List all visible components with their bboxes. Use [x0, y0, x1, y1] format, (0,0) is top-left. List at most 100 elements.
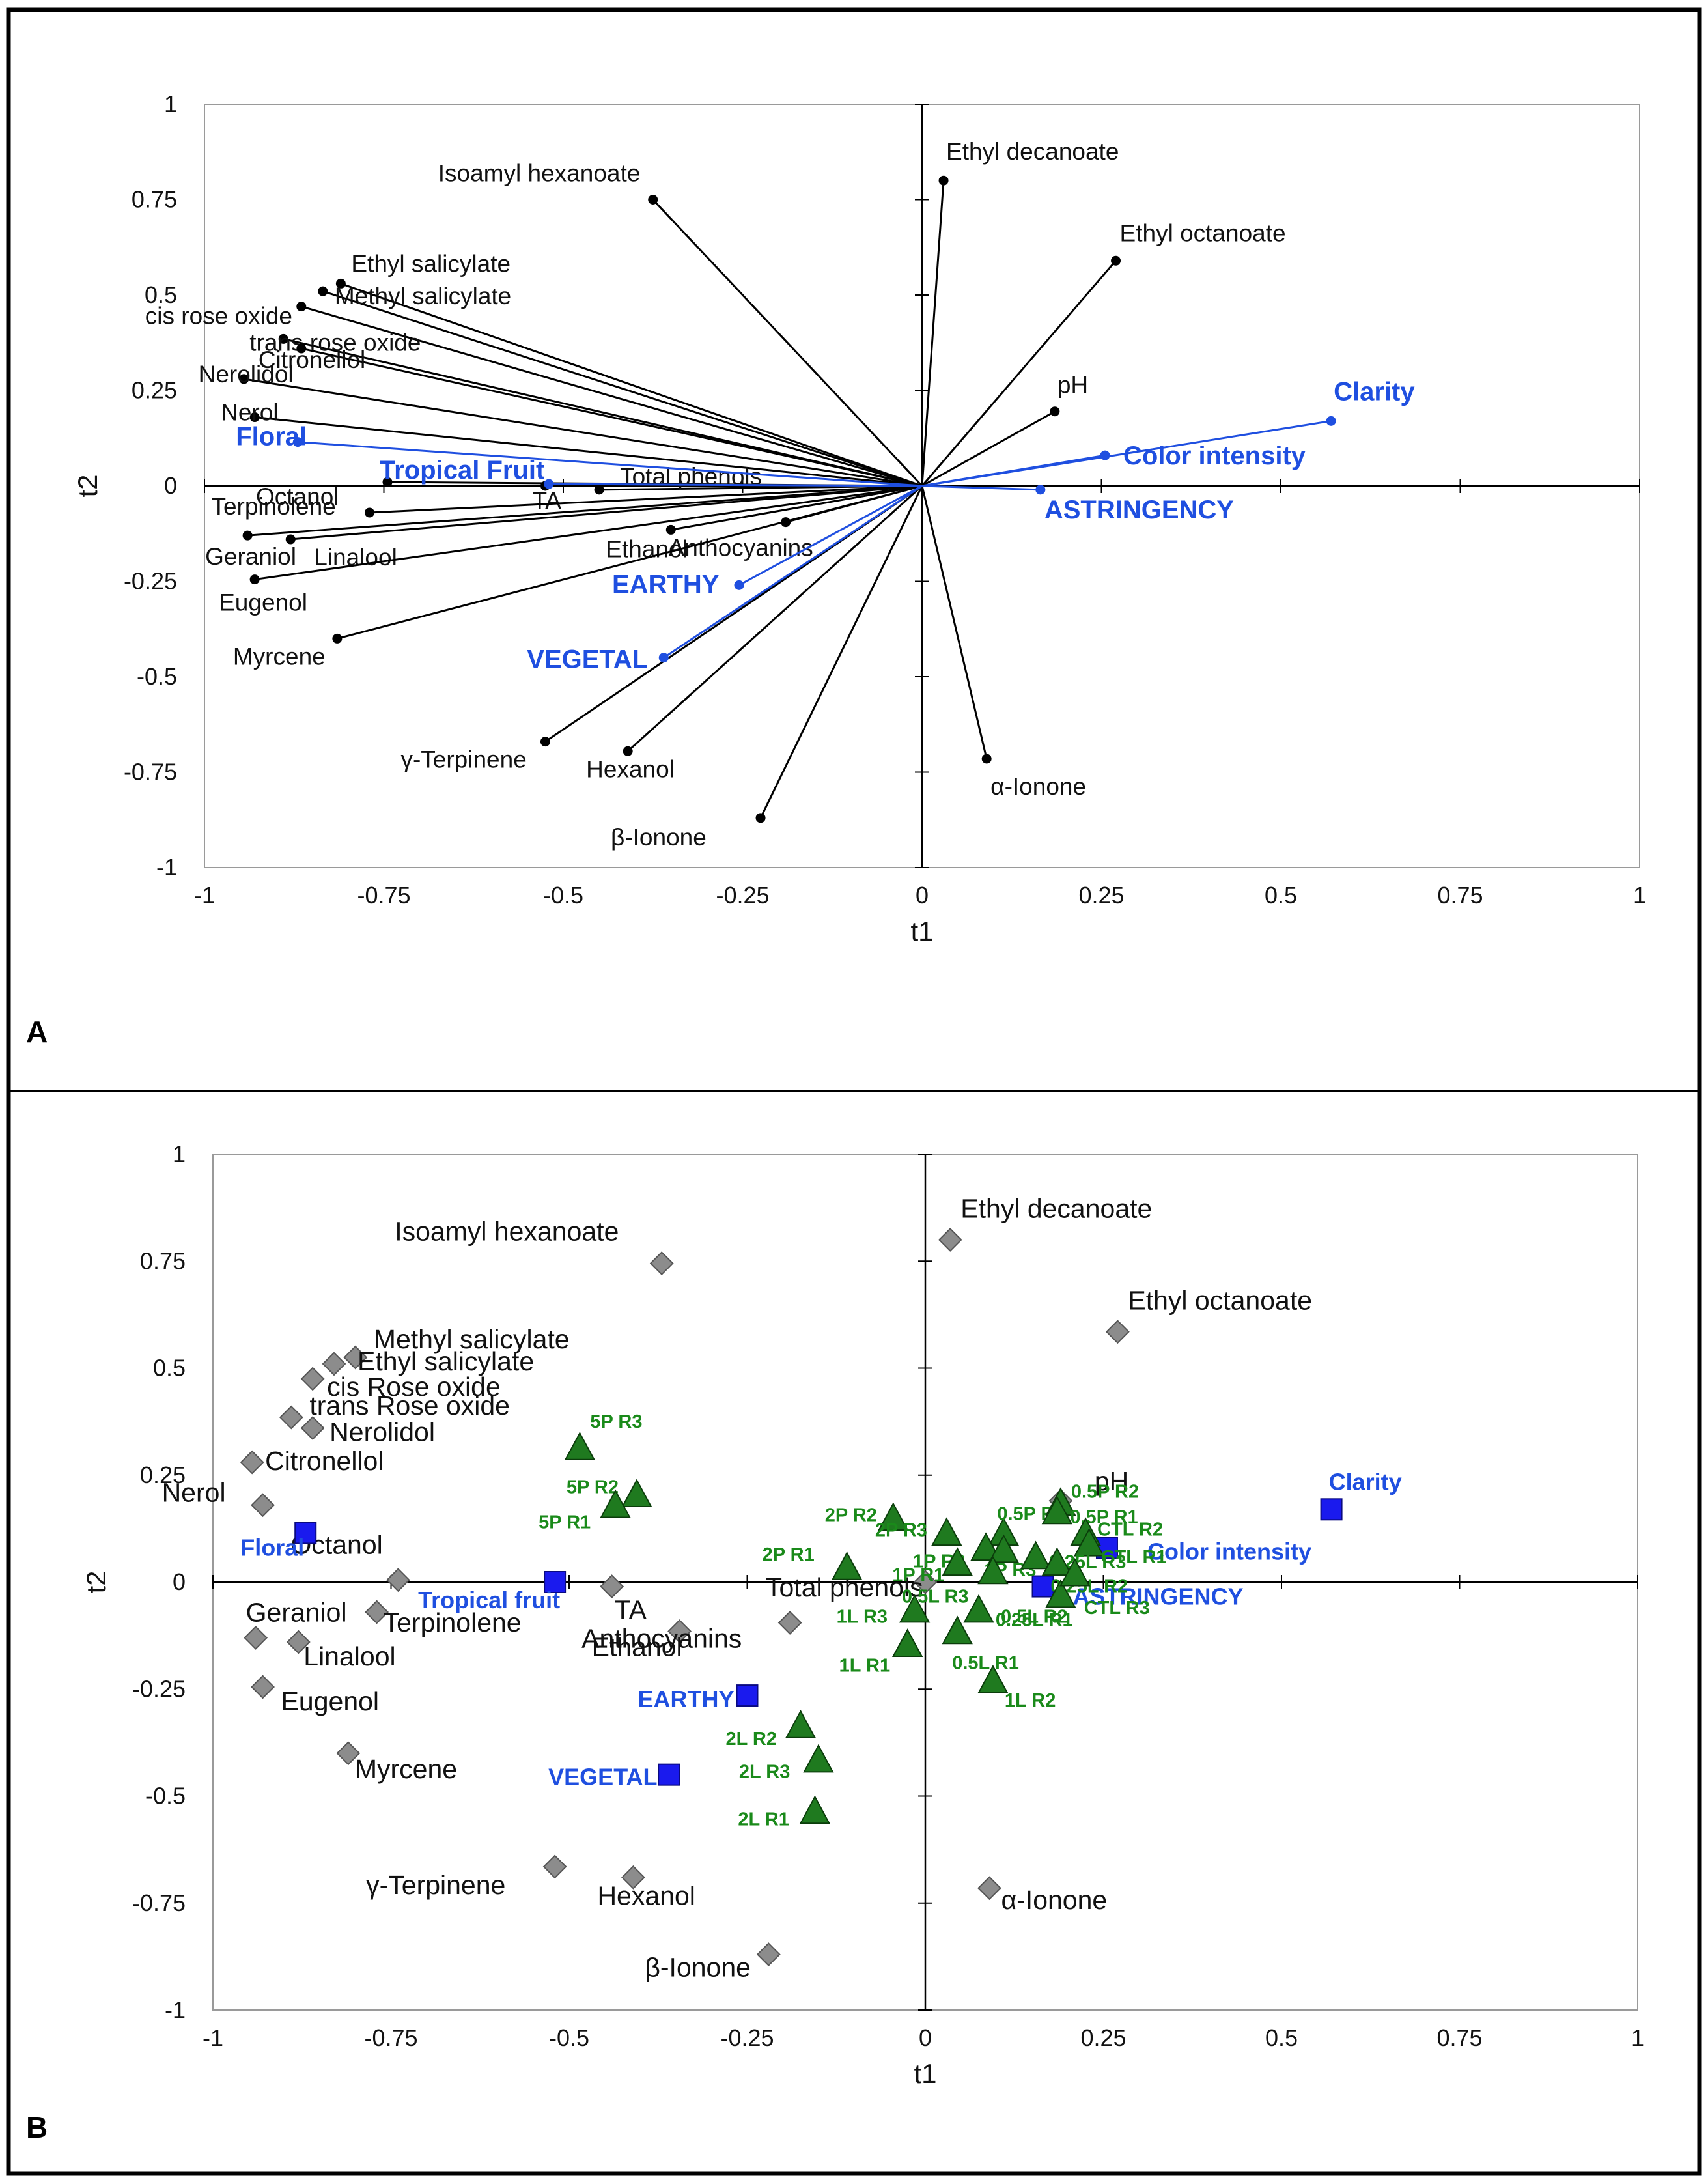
observation-label-1l-r3: 1L R3 — [837, 1607, 888, 1628]
observation-point-0-5p-r1 — [1041, 1495, 1073, 1525]
y-variable-point-floral — [292, 437, 303, 447]
x-tick-label: 0 — [919, 2024, 932, 2051]
y-variable-vector-vegetal — [663, 485, 923, 659]
x-variable-vector-hexanol — [627, 485, 923, 752]
x-variable-label-cis-rose-oxide: cis rose oxide — [145, 303, 292, 330]
x-variable-label-ethyl-octanoate: Ethyl octanoate — [1120, 220, 1286, 246]
x-variable-label-nerolidol: Nerolidol — [199, 361, 294, 388]
x-variable-point-nerolidol — [300, 1416, 325, 1440]
x-variable-point-ethyl-decanoate — [938, 1227, 962, 1252]
x-variable-point-ionone — [977, 1876, 1001, 1901]
x-variable-point-ta — [600, 1574, 624, 1598]
y-variable-label-tropical-fruit: Tropical fruit — [418, 1587, 560, 1613]
y-variable-vector-color-intensity — [921, 454, 1106, 487]
x-tick-label: 1 — [1633, 882, 1646, 909]
x-variable-label-methyl-salicylate: Methyl salicylate — [335, 283, 511, 309]
x-tick-label: -0.5 — [543, 882, 583, 909]
x-variable-label-ph: pH — [1057, 372, 1088, 399]
x-tick-label: -0.75 — [357, 882, 410, 909]
x-variable-label-myrcene: Myrcene — [233, 643, 326, 670]
observation-label-0-5p-r1: 0.5P R1 — [1070, 1507, 1138, 1528]
x-variable-point-myrcene — [336, 1741, 361, 1766]
y-tick-label: -0.75 — [124, 759, 177, 786]
observation-point-1l-r2 — [977, 1665, 1009, 1693]
x-variable-point-ethanol — [667, 1619, 692, 1643]
x-variable-point-nerol — [251, 1493, 275, 1518]
y-variable-label-vegetal: VEGETAL — [548, 1764, 657, 1791]
x-variable-label-terpinolene: Terpinolene — [211, 493, 335, 520]
x-variable-label-ionone: α-Ionone — [1001, 1885, 1107, 1915]
x-variable-label-ethyl-decanoate: Ethyl decanoate — [946, 138, 1119, 165]
x-variable-label-terpinene: γ-Terpinene — [366, 1870, 505, 1900]
observation-label-1p-r1: 1P R1 — [892, 1565, 944, 1585]
observation-point-5p-r3 — [564, 1431, 596, 1460]
y-variable-point-clarity — [1320, 1498, 1343, 1521]
x-variable-point-hexanol — [623, 746, 633, 756]
x-variable-label-isoamyl-hexanoate: Isoamyl hexanoate — [438, 160, 641, 187]
y-tick-label: 0.75 — [132, 186, 177, 213]
x-variable-label-anthocyanins: Anthocyanins — [669, 535, 813, 561]
x-variable-point-total-phenols — [594, 485, 604, 495]
x-variable-point-geraniol — [244, 1625, 268, 1650]
y-axis-title: t2 — [81, 1570, 111, 1593]
observation-point-2p-r1 — [831, 1551, 863, 1580]
observation-label-ctl-r2: CTL R2 — [1097, 1519, 1163, 1540]
x-variable-point-isoamyl-hexanoate — [648, 195, 658, 205]
x-tick-label: 0.75 — [1437, 882, 1483, 909]
x-variable-vector-citronellol — [301, 347, 923, 487]
x-variable-point-terpinene — [540, 737, 550, 747]
x-variable-point-terpinene — [542, 1854, 567, 1879]
observation-label-0-5l-r2: 0.5L R2 — [1001, 1607, 1068, 1628]
x-variable-vector-ethanol — [671, 485, 923, 531]
y-variable-label-astringency: ASTRINGENCY — [1073, 1583, 1244, 1610]
y-tick-label: 0.25 — [140, 1462, 186, 1488]
observation-label-ctl-r1: CTL R1 — [1101, 1547, 1167, 1568]
y-tick-label: -0.5 — [137, 663, 177, 690]
x-variable-label-octanol: Octanol — [256, 483, 339, 510]
x-variable-label-ionone: β-Ionone — [611, 824, 707, 851]
x-tick-label: -0.25 — [720, 2024, 774, 2051]
x-variable-vector-terpinolene — [369, 485, 923, 514]
observation-point-0-5l-r3 — [977, 1555, 1009, 1585]
y-variable-point-color-intensity — [1100, 450, 1110, 460]
y-tick-label: 1 — [173, 1141, 186, 1167]
x-variable-label-citronellol: Citronellol — [265, 1446, 384, 1476]
y-tick-label: 0.25 — [132, 377, 177, 404]
x-tick-label: -0.25 — [716, 882, 769, 909]
x-variable-point-trans-rose-oxide — [278, 333, 288, 344]
x-variable-point-myrcene — [332, 633, 343, 644]
y-axis-title: t2 — [72, 474, 103, 497]
x-variable-point-anthocyanins — [777, 1611, 802, 1635]
y-variable-label-floral: Floral — [240, 1534, 304, 1561]
x-variable-point-terpinolene — [364, 507, 374, 518]
x-variable-label-terpinene: γ-Terpinene — [400, 746, 526, 773]
x-variable-point-ph — [1050, 406, 1060, 417]
x-variable-label-hexanol: Hexanol — [586, 756, 675, 782]
x-variable-label-ethyl-salicylate: Ethyl salicylate — [357, 1346, 534, 1376]
x-tick-label: 1 — [1631, 2024, 1644, 2051]
observation-label-2p-r3: 2P R3 — [875, 1520, 927, 1540]
x-variable-point-eugenol — [251, 1675, 275, 1699]
x-variable-point-ionone — [756, 1942, 781, 1967]
y-variable-label-earthy: EARTHY — [638, 1686, 735, 1712]
y-variable-label-clarity: Clarity — [1334, 377, 1415, 406]
x-variable-vector-linalool — [290, 485, 923, 541]
x-variable-label-eugenol: Eugenol — [281, 1686, 379, 1716]
y-variable-label-vegetal: VEGETAL — [527, 645, 648, 674]
x-axis-title: t1 — [914, 2058, 936, 2089]
x-tick-label: 0 — [916, 882, 929, 909]
x-variable-label-ionone: α-Ionone — [990, 773, 1086, 800]
observation-point-0-25l-r1 — [1045, 1579, 1076, 1608]
y-variable-label-earthy: EARTHY — [612, 570, 720, 599]
panel-letter-a: A — [26, 1015, 48, 1049]
panel-a: -1 -0.75 -0.5 -0.25 0 0.25 0.5 0.75 1 1 0.75 0.5 0.2… — [72, 91, 1646, 946]
y-tick-label: 0.5 — [153, 1355, 186, 1381]
observation-point-0-25l-r2 — [1041, 1547, 1073, 1576]
observation-label-1l-r1: 1L R1 — [839, 1655, 890, 1676]
observation-point-2p-r3 — [931, 1517, 962, 1546]
observation-point-ctl-r3 — [1059, 1557, 1091, 1587]
y-variable-point-tropical-fruit — [544, 479, 554, 489]
x-variable-point-citronellol — [296, 343, 307, 354]
observation-point-ctl-r1 — [1073, 1527, 1105, 1557]
